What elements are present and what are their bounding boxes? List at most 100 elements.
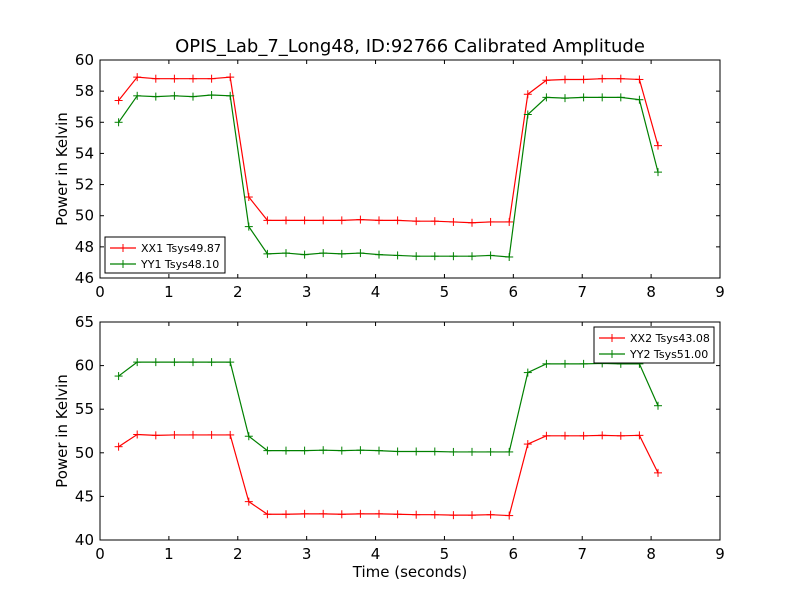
data-point: [449, 217, 458, 226]
data-point: [430, 447, 439, 456]
data-point: [282, 510, 290, 519]
legend-label: YY1 Tsys48.10: [140, 258, 219, 271]
data-point: [468, 447, 476, 456]
data-point: [319, 249, 328, 258]
data-point: [393, 216, 402, 225]
data-point: [356, 446, 365, 455]
data-point: [226, 91, 235, 100]
data-point: [412, 447, 421, 456]
data-point: [561, 359, 569, 368]
data-point: [616, 93, 625, 102]
x-tick-label: 3: [302, 283, 312, 301]
data-point: [616, 74, 625, 83]
data-point: [561, 431, 569, 440]
data-point: [207, 91, 216, 100]
data-point: [282, 249, 290, 258]
data-point: [133, 91, 142, 100]
data-point: [263, 510, 272, 519]
data-point: [449, 447, 458, 456]
data-point: [430, 217, 439, 226]
y-tick-label: 58: [75, 82, 94, 100]
y-tick-label: 50: [75, 207, 94, 225]
x-tick-label: 9: [715, 545, 725, 563]
data-point: [468, 511, 476, 520]
data-point: [151, 431, 160, 440]
data-point: [244, 432, 253, 441]
data-point: [244, 497, 253, 506]
data-point: [542, 359, 551, 368]
data-point: [356, 509, 365, 518]
data-point: [635, 75, 644, 84]
data-point: [598, 431, 607, 440]
data-point: [282, 446, 290, 455]
chart-title: OPIS_Lab_7_Long48, ID:92766 Calibrated A…: [175, 36, 645, 57]
data-point: [505, 447, 514, 456]
data-point: [151, 92, 160, 101]
data-point: [375, 446, 383, 455]
x-tick-label: 2: [233, 545, 243, 563]
legend-box: [593, 326, 715, 364]
data-point: [449, 511, 458, 520]
data-point: [616, 431, 625, 440]
legend-item: YY2 Tsys51.00: [599, 348, 708, 361]
data-point: [244, 193, 253, 202]
data-point: [114, 118, 123, 127]
y-tick-label: 55: [75, 400, 94, 418]
data-point: [375, 250, 383, 259]
data-point: [375, 216, 383, 225]
data-point: [189, 358, 197, 367]
x-tick-label: 6: [509, 545, 519, 563]
data-point: [263, 446, 272, 455]
data-point: [393, 447, 402, 456]
legend-label: XX2 Tsys43.08: [630, 332, 710, 345]
data-point: [375, 509, 383, 518]
data-point: [486, 251, 495, 260]
data-point: [151, 358, 160, 367]
y-tick-label: 65: [75, 313, 94, 331]
data-point: [523, 440, 532, 449]
legend-item: XX2 Tsys43.08: [599, 332, 710, 345]
data-point: [430, 510, 439, 519]
data-point: [393, 510, 402, 519]
data-point: [468, 218, 476, 227]
legend: XX1 Tsys49.87 YY1 Tsys48.10: [104, 236, 226, 274]
data-point: [207, 358, 216, 367]
data-point: [207, 74, 216, 83]
y-axis-label: Power in Kelvin: [53, 374, 71, 488]
data-point: [486, 510, 495, 519]
data-point: [393, 251, 402, 260]
data-point: [319, 509, 328, 518]
data-point: [133, 430, 142, 439]
x-tick-label: 1: [164, 545, 174, 563]
data-point: [542, 76, 551, 85]
data-point: [114, 442, 123, 451]
y-tick-label: 46: [75, 269, 94, 287]
data-point: [635, 431, 644, 440]
data-point: [189, 430, 197, 439]
data-point: [654, 141, 662, 150]
data-point: [133, 358, 142, 367]
x-tick-label: 0: [95, 545, 105, 563]
y-tick-label: 56: [75, 113, 94, 131]
data-point: [654, 468, 662, 477]
data-point: [561, 94, 569, 103]
y-tick-label: 52: [75, 176, 94, 194]
data-point: [300, 216, 309, 225]
data-point: [505, 217, 514, 226]
x-tick-label: 6: [509, 283, 519, 301]
data-point: [430, 252, 439, 261]
data-point: [356, 249, 365, 258]
x-tick-label: 8: [646, 545, 656, 563]
data-point: [319, 446, 328, 455]
y-tick-label: 40: [75, 531, 94, 549]
data-point: [561, 75, 569, 84]
data-point: [523, 110, 532, 119]
data-point: [244, 222, 253, 231]
y-tick-label: 60: [75, 51, 94, 69]
x-tick-label: 5: [440, 283, 450, 301]
data-point: [282, 216, 290, 225]
data-point: [542, 93, 551, 102]
